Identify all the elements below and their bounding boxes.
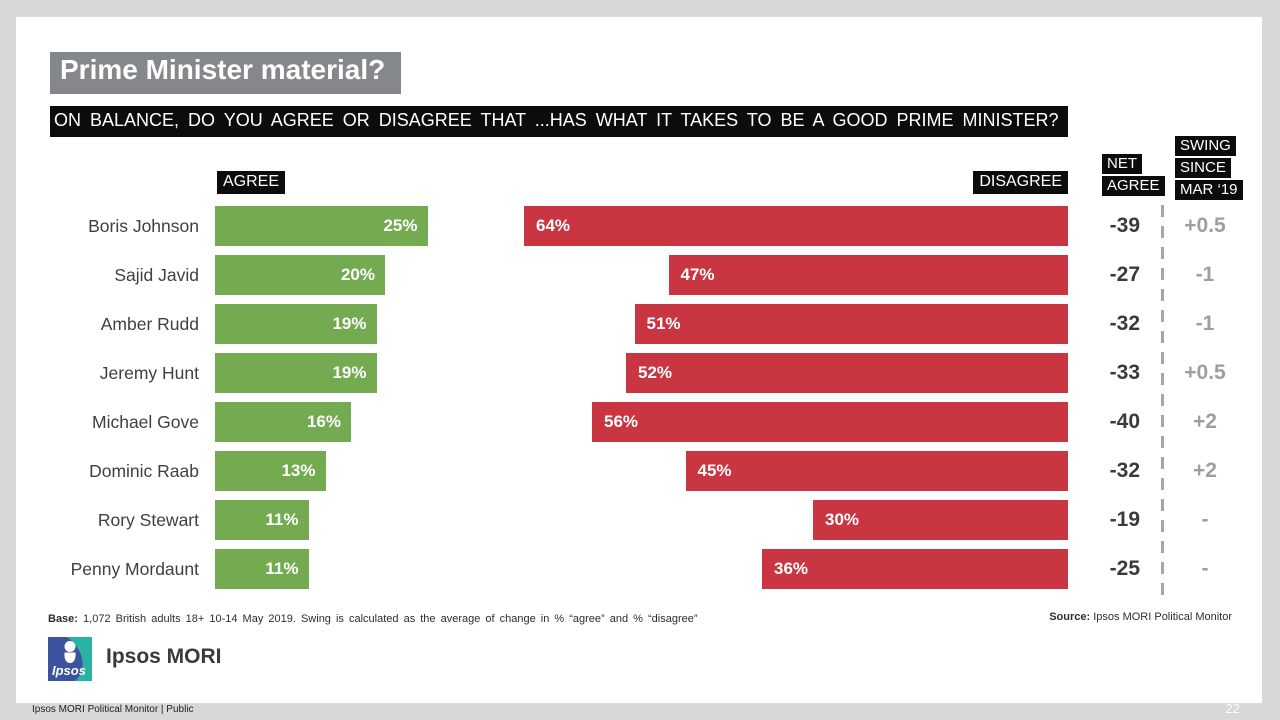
disagree-bar: 51% [634,304,1068,344]
disagree-bar: 36% [762,549,1068,589]
disagree-bar: 45% [685,451,1068,491]
net-agree-column-header: NET AGREE [1102,154,1165,198]
brand-name: Ipsos MORI [106,645,222,668]
swing-value: +2 [1193,459,1217,482]
swing-header-line-1: SWING [1175,136,1236,156]
source-label: Source: [1049,611,1091,623]
swing-column-header: SWING SINCE MAR ‘19 [1175,136,1243,202]
disagree-bar: 64% [524,206,1068,246]
net-agree-value: -32 [1109,459,1140,482]
disagree-bar: 47% [668,255,1068,295]
category-label: Sajid Javid [114,265,199,285]
source-text: Ipsos MORI Political Monitor [1093,611,1232,623]
agree-bar: 25% [215,206,428,246]
disagree-bar: 52% [626,353,1068,393]
logo-teal-panel [67,637,92,681]
page-title: Prime Minister material? [50,52,402,94]
net-agree-value: -32 [1109,312,1140,335]
swing-header-line-2: SINCE [1175,158,1231,178]
chart-row: Penny Mordaunt 11% 36% -25 - [16,549,1262,589]
base-note: Base: 1,072 British adults 18+ 10-14 May… [48,613,698,625]
net-agree-value: -19 [1109,508,1140,531]
swing-header-line-3: MAR ‘19 [1175,180,1243,200]
swing-value: -1 [1195,312,1215,335]
disagree-column-header: DISAGREE [973,171,1068,194]
category-label: Rory Stewart [97,510,199,530]
disagree-bar: 30% [813,500,1068,540]
net-agree-value: -25 [1109,557,1140,580]
chart-row: Michael Gove 16% 56% -40 +2 [16,402,1262,442]
category-label: Jeremy Hunt [99,363,199,383]
net-agree-value: -40 [1109,410,1140,433]
agree-bar: 19% [215,353,377,393]
source-note: Source: Ipsos MORI Political Monitor [1049,611,1232,623]
divider-dashed-line [1161,205,1164,595]
net-header-line-1: NET [1102,154,1142,174]
category-label: Boris Johnson [88,216,199,236]
chart-row: Dominic Raab 13% 45% -32 +2 [16,451,1262,491]
logo-figure-body [64,652,76,663]
category-label: Amber Rudd [100,314,199,334]
base-label: Base: [48,613,78,625]
net-header-line-2: AGREE [1102,176,1165,196]
swing-value: -1 [1195,263,1215,286]
chart-row: Boris Johnson 25% 64% -39 +0.5 [16,206,1262,246]
base-text: 1,072 British adults 18+ 10-14 May 2019.… [83,613,698,625]
chart-row: Rory Stewart 11% 30% -19 - [16,500,1262,540]
swing-value: - [1201,557,1209,580]
category-label: Penny Mordaunt [70,559,199,579]
agree-bar: 16% [215,402,351,442]
agree-bar: 11% [215,549,309,589]
agree-bar: 20% [215,255,385,295]
chart-row: Sajid Javid 20% 47% -27 -1 [16,255,1262,295]
net-agree-value: -27 [1109,263,1140,286]
chart-row: Jeremy Hunt 19% 52% -33 +0.5 [16,353,1262,393]
category-label: Michael Gove [92,412,199,432]
slide: Prime Minister material? ON BALANCE, DO … [16,17,1262,703]
agree-bar: 11% [215,500,309,540]
agree-column-header: AGREE [217,171,286,194]
survey-question: ON BALANCE, DO YOU AGREE OR DISAGREE THA… [50,106,1068,137]
net-agree-value: -39 [1109,214,1140,237]
chart-rows: Boris Johnson 25% 64% -39 +0.5 Sajid Javid 20%… [16,206,1262,598]
swing-value: - [1201,508,1209,531]
page-number: 22 [1225,701,1240,716]
category-label: Dominic Raab [89,461,199,481]
agree-bar: 19% [215,304,377,344]
chart-row: Amber Rudd 19% 51% -32 -1 [16,304,1262,344]
agree-bar: 13% [215,451,326,491]
logo-wordmark: Ipsos [52,663,86,678]
statusbar-text: Ipsos MORI Political Monitor | Public [32,704,194,715]
swing-value: +0.5 [1184,361,1226,384]
swing-value: +0.5 [1184,214,1226,237]
logo-figure-head [64,641,76,652]
swing-value: +2 [1193,410,1217,433]
ipsos-logo: Ipsos [48,637,92,681]
net-agree-value: -33 [1109,361,1140,384]
disagree-bar: 56% [592,402,1068,442]
